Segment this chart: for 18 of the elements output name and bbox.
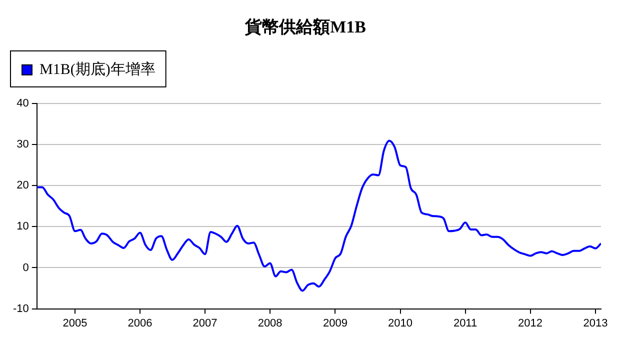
x-tick-label: 2006 [128,317,152,330]
chart-title: 貨幣供給額M1B [244,18,366,37]
line-series [36,140,601,292]
legend-label: M1B(期底)年增率 [40,60,156,78]
x-tick-label: 2007 [192,317,218,330]
y-tick-label: 0 [22,262,29,274]
y-tick-label: -10 [12,302,29,315]
y-tick-label: 10 [16,220,29,233]
x-tick-label: 2011 [453,317,478,330]
x-tick-label: 2009 [323,317,348,330]
y-tick-label: 20 [16,180,29,192]
x-tick-label: 2012 [518,317,543,330]
x-tick-label: 2013 [583,317,608,330]
y-tick-label: 30 [16,138,29,151]
x-tick-label: 2005 [62,317,88,330]
x-tick-label: 2010 [388,317,413,330]
x-tick-label: 2008 [258,317,282,330]
y-tick-label: 40 [16,97,29,110]
